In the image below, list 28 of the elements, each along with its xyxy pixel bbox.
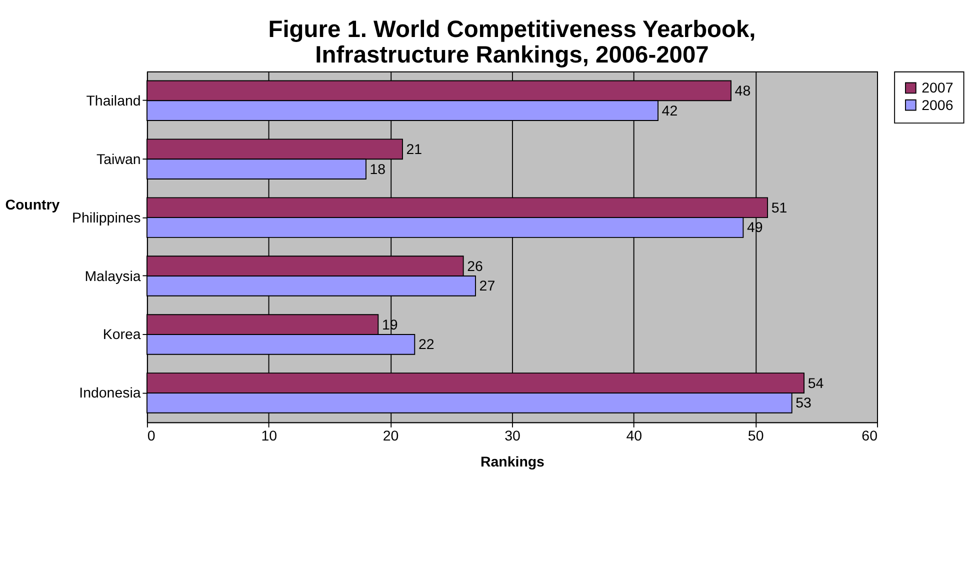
data-label: 48 [734,83,751,100]
y-tick-label: Thailand [86,93,141,110]
data-label: 26 [467,258,484,275]
chart-title: Figure 1. World Competitiveness Yearbook, Infrastructure Rankings, 2006-2007 [268,16,756,68]
x-tick-label: 40 [626,428,642,445]
data-label: 42 [662,103,678,120]
data-label: 21 [406,142,422,158]
y-tick-label: Korea [102,327,141,344]
y-tick-label: Philippines [72,210,141,226]
data-label: 51 [771,200,788,216]
x-tick-label: 10 [261,428,278,445]
x-tick-label: 50 [748,428,764,445]
x-tick-label: 60 [862,428,878,445]
x-tick-label: 0 [147,428,156,445]
x-tick-label: 20 [382,428,399,445]
x-tick-label: 30 [504,428,520,445]
y-tick-label: Indonesia [79,386,141,402]
y-tick-label: Taiwan [96,152,141,168]
data-label: 27 [479,278,496,295]
y-tick-label: Malaysia [84,268,141,285]
legend-label: 2006 [922,98,954,114]
y-axis-title: Country [5,197,60,214]
data-label: 18 [370,162,386,178]
data-label: 22 [418,337,434,354]
data-label: 53 [796,396,812,412]
legend-label: 2007 [922,80,954,97]
x-axis-title: Rankings [480,454,545,470]
data-label: 54 [808,376,824,392]
